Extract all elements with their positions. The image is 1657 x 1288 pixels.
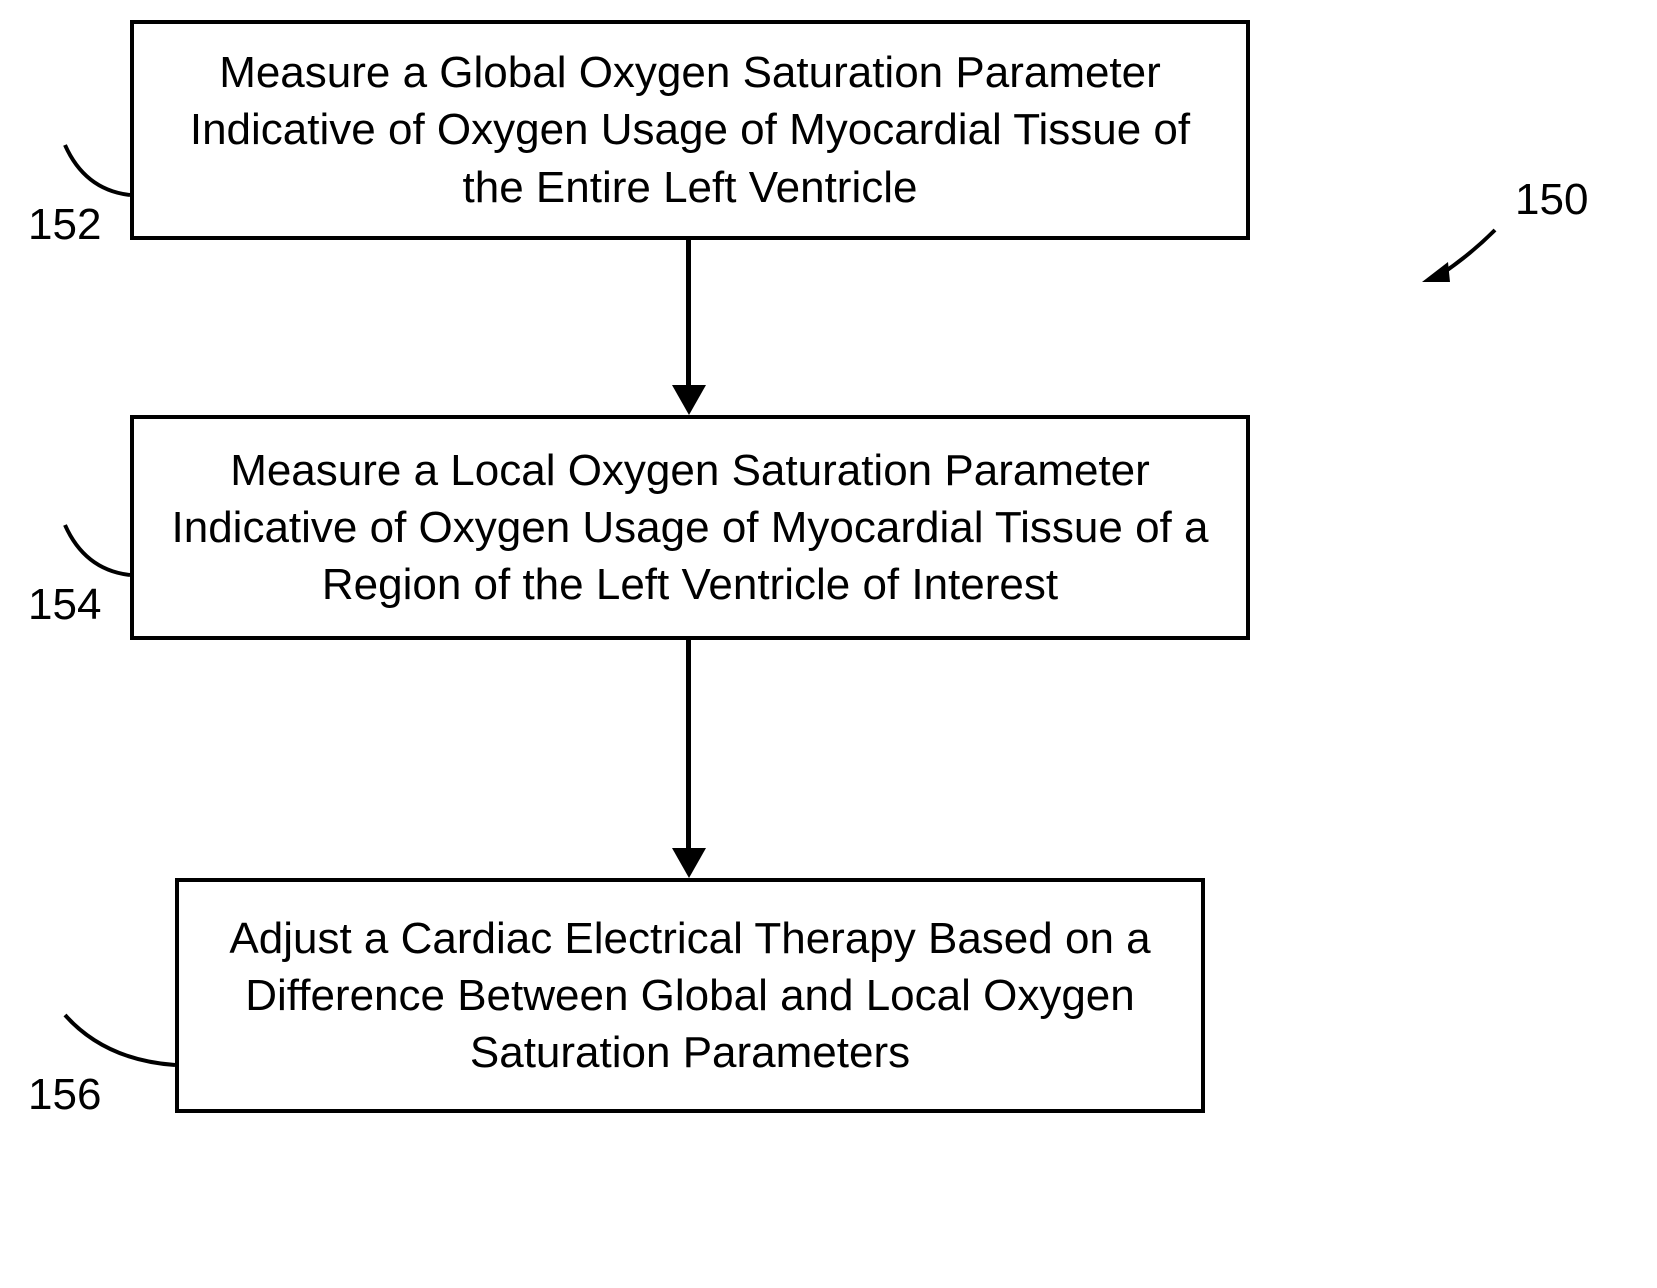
ref-label-152: 152: [28, 200, 101, 250]
arrow-head-2-3: [672, 848, 706, 878]
arrow-2-3: [686, 640, 691, 852]
ref-label-156: 156: [28, 1070, 101, 1120]
arrow-1-2: [686, 240, 691, 390]
box-154-text: Measure a Local Oxygen Saturation Parame…: [164, 442, 1216, 614]
ref-label-154: 154: [28, 580, 101, 630]
flowchart-container: Measure a Global Oxygen Saturation Param…: [0, 0, 1657, 1288]
flowchart-box-152: Measure a Global Oxygen Saturation Param…: [130, 20, 1250, 240]
ref-label-150: 150: [1515, 175, 1588, 225]
ref-curve-156: [55, 1010, 180, 1070]
box-156-text: Adjust a Cardiac Electrical Therapy Base…: [209, 910, 1171, 1082]
ref-curve-152: [55, 140, 135, 200]
ref-arrow-150: [1410, 220, 1510, 300]
box-152-text: Measure a Global Oxygen Saturation Param…: [164, 44, 1216, 216]
ref-curve-154: [55, 520, 135, 580]
flowchart-box-154: Measure a Local Oxygen Saturation Parame…: [130, 415, 1250, 640]
flowchart-box-156: Adjust a Cardiac Electrical Therapy Base…: [175, 878, 1205, 1113]
arrow-head-1-2: [672, 385, 706, 415]
